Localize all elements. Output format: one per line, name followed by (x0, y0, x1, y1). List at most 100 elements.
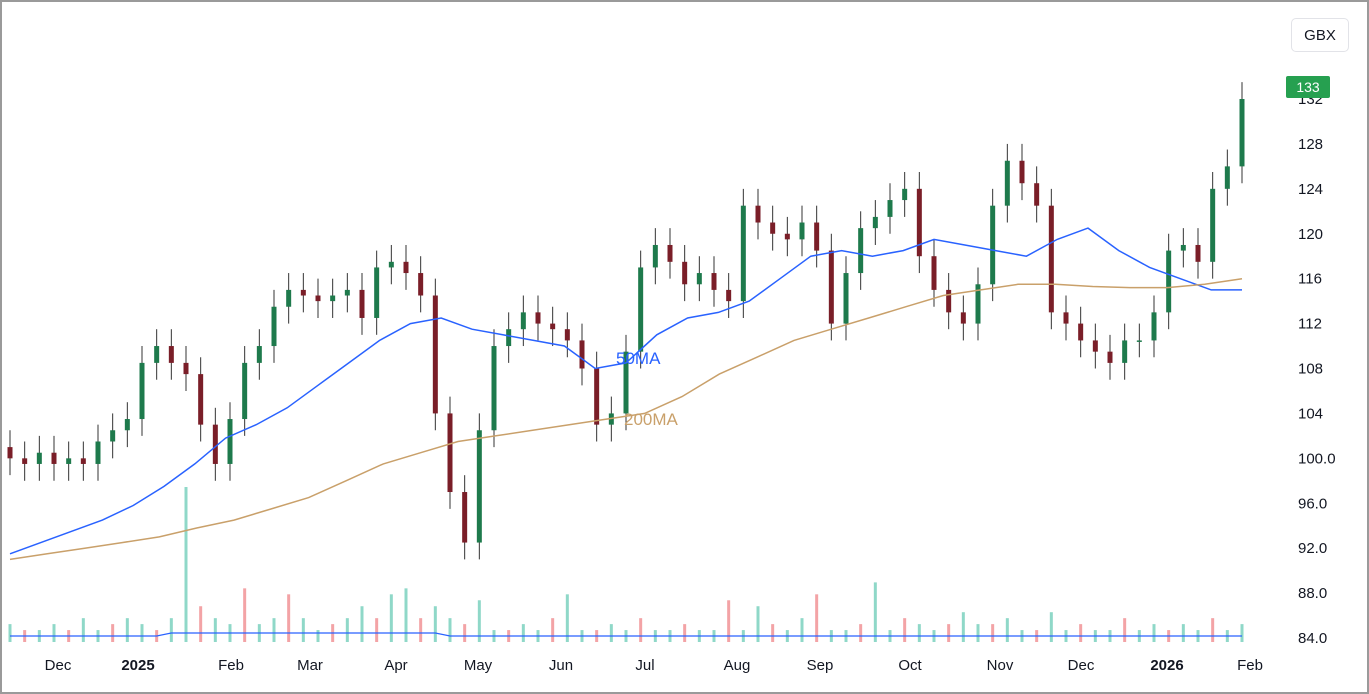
x-tick-label: Nov (987, 657, 1014, 674)
volume-bar (859, 624, 863, 642)
candle-body (535, 312, 541, 324)
volume-bar (1211, 618, 1215, 642)
candle-body (1078, 323, 1084, 341)
ma200-label: 200MA (624, 410, 679, 429)
candle-body (476, 430, 482, 543)
candle-body (1224, 166, 1230, 189)
volume-bar (213, 618, 217, 642)
y-tick-label: 92.0 (1298, 540, 1327, 557)
candle-body (403, 261, 409, 274)
volume-bar (463, 624, 467, 642)
last-price-badge: 133 (1286, 76, 1330, 98)
candle-body (418, 273, 424, 296)
y-tick-label: 100.0 (1298, 450, 1336, 467)
currency-button[interactable]: GBX (1291, 18, 1349, 52)
x-tick-label: Mar (297, 657, 323, 674)
volume-bar (727, 600, 731, 642)
candle-body (491, 346, 497, 431)
candle-body (1122, 340, 1128, 363)
candle-body (828, 250, 834, 324)
volume-bar (815, 594, 819, 642)
volume-bar (404, 588, 408, 642)
volume-bar (360, 606, 364, 642)
x-tick-label: Sep (807, 657, 834, 674)
candle-body (1019, 160, 1025, 184)
volume-bar (771, 624, 775, 642)
volume-bar (1005, 618, 1009, 642)
candle-body (1048, 205, 1054, 313)
volume-bar (125, 618, 129, 642)
candle-body (1239, 99, 1245, 167)
volume-bar (800, 618, 804, 642)
y-axis: 84.0 88.0 92.0 96.0 100.0 104 108 112 116 120 124 1… (1298, 91, 1336, 647)
candle-body (858, 228, 864, 274)
candle-body (462, 492, 468, 543)
y-tick-label: 120 (1298, 226, 1323, 243)
candle-body (1180, 244, 1186, 251)
volume-bar (1181, 624, 1185, 642)
candle-body (594, 368, 600, 425)
candle-body (7, 447, 13, 459)
candle-body (960, 312, 966, 324)
candle-body (212, 424, 218, 464)
volume-bar (917, 624, 921, 642)
candle-body (902, 188, 908, 201)
volume-bar (1079, 624, 1083, 642)
volume-bar (199, 606, 203, 642)
volume-bar (433, 606, 437, 642)
x-tick-label: Aug (724, 657, 751, 674)
candle-body (931, 256, 937, 290)
candle-body (784, 233, 790, 240)
candle-body (51, 452, 57, 464)
candle-body (359, 289, 365, 318)
candlesticks (7, 82, 1245, 560)
volume-bar (419, 618, 423, 642)
candle-body (638, 267, 644, 352)
x-axis: Dec 2025 Feb Mar Apr May Jun Jul Aug Sep Oct Nov Dec… (45, 657, 1263, 674)
candle-body (506, 329, 512, 347)
candle-body (447, 413, 453, 493)
candle-body (872, 216, 878, 229)
x-tick-label: Apr (384, 657, 407, 674)
candle-body (682, 261, 688, 285)
volume-bar (448, 618, 452, 642)
candle-body (124, 419, 130, 431)
y-tick-label: 88.0 (1298, 585, 1327, 602)
volume-bar (316, 630, 320, 642)
candle-body (22, 458, 28, 464)
volume-bar (683, 624, 687, 642)
volume-bar (639, 618, 643, 642)
candle-body (168, 346, 174, 363)
candle-body (887, 200, 893, 217)
candle-body (1092, 340, 1098, 352)
candle-body (1004, 160, 1010, 206)
y-tick-label: 124 (1298, 181, 1323, 198)
candle-body (286, 289, 292, 307)
candle-body (990, 205, 996, 285)
candle-body (711, 273, 717, 290)
volume-bar (1049, 612, 1053, 642)
volume-bar (477, 600, 481, 642)
volume-bar (272, 618, 276, 642)
candle-body (652, 244, 658, 268)
candle-body (814, 222, 820, 251)
candle-body (667, 244, 673, 262)
candle-body (623, 351, 629, 414)
volume-bar (389, 594, 393, 642)
candle-body (36, 452, 42, 464)
volume-bar (903, 618, 907, 642)
volume-bar (976, 624, 980, 642)
candle-body (432, 295, 438, 414)
candle-body (1166, 250, 1172, 313)
volume-bar (947, 624, 951, 642)
candle-body (344, 289, 350, 296)
y-tick-label: 128 (1298, 136, 1323, 153)
candle-body (550, 323, 556, 330)
candle-body (154, 346, 160, 363)
volume-bar (81, 618, 85, 642)
candle-body (1063, 312, 1069, 324)
volume-bar (184, 487, 188, 642)
x-tick-label: Oct (898, 657, 922, 674)
volume-bar (52, 624, 56, 642)
